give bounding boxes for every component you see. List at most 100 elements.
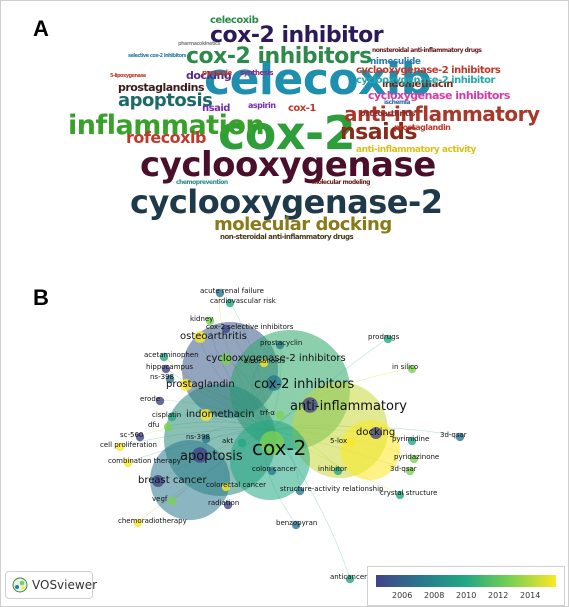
word-cloud: cyclooxygenase-2 cyclooxygenase cox-2 celec… [0, 0, 569, 250]
network-node[interactable] [345, 438, 355, 448]
network-node[interactable] [405, 466, 415, 476]
network-node[interactable] [407, 364, 417, 374]
network-node-label[interactable]: pyrimidine [392, 435, 430, 443]
network-node[interactable] [220, 353, 232, 365]
network-node[interactable] [370, 427, 382, 439]
network-node[interactable] [259, 358, 269, 368]
network-node-label[interactable]: cox-2 selective inhibitors [206, 323, 294, 331]
network-node[interactable] [295, 486, 305, 496]
network-node[interactable] [260, 431, 284, 455]
network-map[interactable]: acute renal failure cardiovascular risk ki… [0, 270, 569, 607]
network-node-label[interactable]: hippocampus [146, 363, 194, 371]
network-node-label[interactable]: akt [222, 437, 234, 445]
network-node-label[interactable]: trf-α [260, 409, 275, 417]
network-node-label[interactable]: osteoarthritis [180, 331, 247, 342]
network-node-label[interactable]: prostaglandin [166, 379, 235, 390]
network-node-label[interactable]: prostacyclin [260, 339, 303, 347]
network-node-label[interactable]: docking [356, 427, 396, 438]
panel-a-label: A [33, 16, 49, 41]
network-node[interactable] [194, 331, 206, 343]
network-node-label[interactable]: 5-lox [330, 437, 348, 445]
network-node-label[interactable]: chemoradiotherapy [118, 517, 187, 525]
word-cloud-term: anti-inflammatory [344, 102, 540, 126]
network-node-label[interactable]: prodrugs [368, 333, 400, 341]
network-node[interactable] [167, 496, 177, 506]
network-node[interactable] [180, 379, 192, 391]
network-node-label[interactable]: cox-2 inhibitors [254, 377, 355, 392]
network-node-label[interactable]: 3d-qsar [440, 431, 467, 439]
network-node-label[interactable]: combination therapy [108, 457, 181, 465]
network-node[interactable] [201, 434, 211, 444]
network-node-label[interactable]: radiation [208, 499, 240, 507]
network-node-label[interactable]: breast cancer [138, 475, 207, 486]
network-node[interactable] [159, 352, 169, 362]
network-node-label[interactable]: acute renal failure [200, 287, 264, 295]
network-canvas[interactable] [0, 270, 569, 607]
word-cloud-term: cyclooxygenase-2 inhibitor [356, 75, 495, 86]
network-node-label[interactable]: cardiovascular risk [210, 297, 276, 305]
network-node[interactable] [409, 454, 419, 464]
network-node[interactable] [163, 422, 173, 432]
word-cloud-term: cox-1 [288, 103, 316, 114]
network-node[interactable] [221, 482, 231, 492]
network-node[interactable] [407, 436, 417, 446]
network-node-label[interactable]: 3d-qsar [390, 465, 417, 473]
network-node[interactable] [345, 574, 355, 584]
network-node[interactable] [383, 334, 393, 344]
network-node[interactable] [152, 475, 164, 487]
network-node[interactable] [266, 375, 282, 391]
network-node-label[interactable]: cox-2 [252, 436, 307, 460]
network-node-label[interactable]: colorectal cancer [206, 481, 267, 489]
network-node-label[interactable]: erode [140, 395, 161, 403]
network-node[interactable] [165, 374, 175, 384]
network-node[interactable] [123, 458, 133, 468]
network-node-label[interactable]: anti-inflammatory [290, 399, 407, 414]
network-node-label[interactable]: in silico [392, 363, 419, 371]
network-node-label[interactable]: colon cancer [252, 465, 297, 473]
network-node[interactable] [215, 288, 225, 298]
network-node[interactable] [133, 518, 143, 528]
network-node[interactable] [155, 396, 165, 406]
network-node[interactable] [275, 410, 285, 420]
network-node-label[interactable]: crystal structure [380, 489, 438, 497]
network-node-label[interactable]: kidney [190, 315, 214, 323]
network-node[interactable] [302, 397, 318, 413]
network-node[interactable] [115, 442, 125, 452]
network-node[interactable] [221, 324, 231, 334]
network-node[interactable] [237, 438, 247, 448]
network-node-label[interactable]: apoptosis [180, 449, 243, 464]
network-node[interactable] [267, 466, 277, 476]
network-node-label[interactable]: acetaminophen [144, 351, 199, 359]
network-node[interactable] [395, 490, 405, 500]
network-node[interactable] [291, 520, 301, 530]
network-node-label[interactable]: cell proliferation [100, 441, 157, 449]
network-node[interactable] [275, 340, 285, 350]
network-node-label[interactable]: eicosanoids [244, 357, 286, 365]
network-node[interactable] [223, 500, 233, 510]
network-node-label[interactable]: vegf [152, 495, 168, 503]
network-node-label[interactable]: benzopyran [276, 519, 318, 527]
network-node[interactable] [200, 409, 212, 421]
network-node[interactable] [333, 466, 343, 476]
network-node-label[interactable]: dfu [148, 421, 160, 429]
network-node[interactable] [135, 432, 145, 442]
network-node-label[interactable]: indomethacin [186, 409, 255, 420]
network-node[interactable] [167, 412, 177, 422]
network-node-label[interactable]: cisplatin [152, 411, 182, 419]
network-node-label[interactable]: ns-398 [150, 373, 174, 381]
network-node[interactable] [161, 364, 171, 374]
network-node-label[interactable]: inhibitor [318, 465, 348, 473]
network-node-label[interactable]: pyridazinone [394, 453, 440, 461]
word-cloud-term: celecoxib [204, 54, 432, 105]
network-node-label[interactable]: sc-560 [120, 431, 144, 439]
word-cloud-term: indomethacin [382, 79, 453, 90]
network-node[interactable] [225, 298, 235, 308]
network-node[interactable] [205, 316, 215, 326]
network-node-label[interactable]: cyclooxygenase-2 inhibitors [206, 353, 346, 364]
network-node-label[interactable]: ns-398 [186, 433, 210, 441]
network-node[interactable] [192, 447, 208, 463]
network-node-label[interactable]: anticancer [330, 573, 368, 581]
network-node-label[interactable]: structure-activity relationship [280, 485, 384, 493]
network-node[interactable] [455, 432, 465, 442]
